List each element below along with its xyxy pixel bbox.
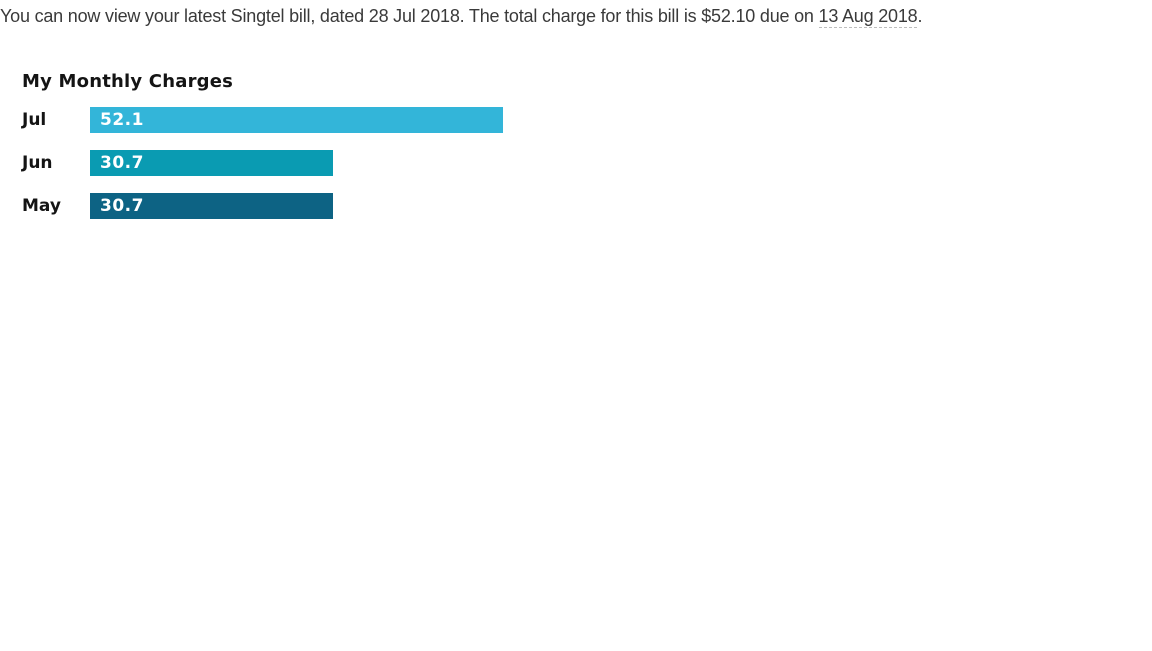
bar-value-label: 30.7	[100, 196, 144, 216]
bar-may: 30.7	[90, 193, 333, 219]
chart-row: Jul 52.1	[22, 107, 1152, 133]
chart-row: May 30.7	[22, 193, 1152, 219]
bill-summary-text: You can now view your latest Singtel bil…	[0, 3, 1152, 30]
due-date[interactable]: 13 Aug 2018	[818, 6, 918, 28]
bill-summary-suffix: .	[917, 6, 923, 26]
bar-jul: 52.1	[90, 107, 503, 133]
monthly-charges-chart: My Monthly Charges Jul 52.1 Jun 30.7 May 30.7	[22, 72, 1152, 219]
category-label-jun: Jun	[22, 153, 53, 173]
chart-row: Jun 30.7	[22, 150, 1152, 176]
bill-summary-prefix: You can now view your latest Singtel bil…	[0, 6, 819, 26]
category-label-jul: Jul	[22, 110, 47, 130]
bar-value-label: 52.1	[100, 110, 144, 130]
chart-title: My Monthly Charges	[22, 71, 234, 92]
bar-jun: 30.7	[90, 150, 333, 176]
category-label-may: May	[22, 196, 61, 216]
chart-rows: Jul 52.1 Jun 30.7 May 30.7	[22, 107, 1152, 219]
bar-value-label: 30.7	[100, 153, 144, 173]
